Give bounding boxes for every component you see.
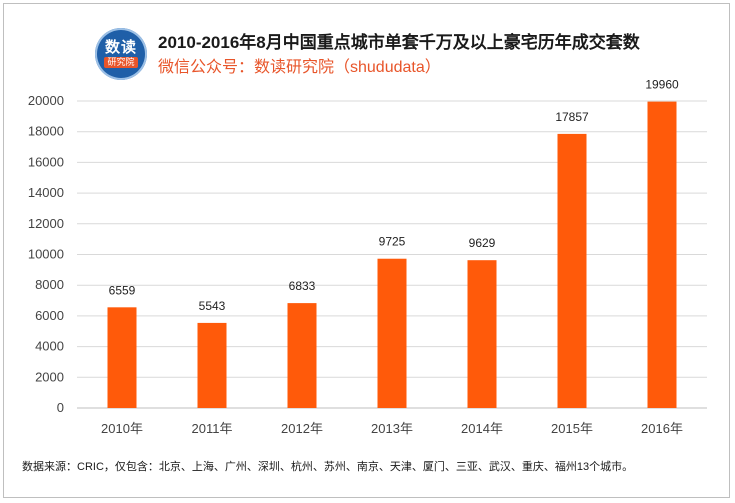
x-tick-label: 2014年	[461, 421, 503, 436]
data-label: 5543	[199, 299, 226, 313]
y-tick-label: 10000	[28, 247, 64, 262]
y-tick-label: 4000	[35, 339, 64, 354]
y-tick-label: 16000	[28, 154, 64, 169]
data-label: 9629	[469, 236, 496, 250]
x-tick-label: 2016年	[641, 421, 683, 436]
bar	[107, 307, 137, 408]
y-tick-label: 6000	[35, 308, 64, 323]
chart-footnote: 数据来源：CRIC，仅包含：北京、上海、广州、深圳、杭州、苏州、南京、天津、厦门…	[22, 461, 634, 473]
logo: 数读 研究院	[95, 28, 147, 80]
y-tick-label: 14000	[28, 185, 64, 200]
bars	[107, 101, 677, 408]
data-label: 9725	[379, 235, 406, 249]
x-tick-label: 2011年	[192, 421, 233, 436]
x-tick-label: 2012年	[281, 421, 323, 436]
y-tick-label: 20000	[28, 93, 64, 108]
bar	[467, 260, 497, 408]
y-tick-label: 0	[57, 400, 64, 415]
x-tick-label: 2013年	[371, 421, 413, 436]
x-axis-ticks: 2010年 2011年 2012年 2013年 2014年 2015年 2016年	[101, 421, 683, 436]
data-labels: 6559 5543 6833 9725 9629 17857 19960	[109, 78, 679, 313]
y-tick-label: 2000	[35, 369, 64, 384]
logo-line1: 数读	[104, 39, 137, 56]
data-label: 19960	[645, 78, 679, 92]
bar	[377, 258, 407, 408]
chart-subtitle: 微信公众号：数读研究院（shududata）	[158, 59, 441, 76]
chart-title: 2010-2016年8月中国重点城市单套千万及以上豪宅历年成交套数	[158, 33, 640, 52]
bar	[647, 101, 677, 408]
data-label: 6833	[289, 279, 316, 293]
y-axis-ticks: 0 2000 4000 6000 8000 10000 12000 14000 16000 180…	[28, 93, 64, 415]
bar	[287, 303, 317, 408]
x-tick-label: 2010年	[101, 421, 143, 436]
y-tick-label: 8000	[35, 277, 64, 292]
data-label: 6559	[109, 283, 136, 297]
y-tick-label: 12000	[28, 216, 64, 231]
bar	[197, 322, 227, 408]
data-label: 17857	[555, 110, 589, 124]
x-tick-label: 2015年	[551, 421, 593, 436]
y-tick-label: 18000	[28, 124, 64, 139]
bar	[557, 133, 587, 408]
logo-line2: 研究院	[104, 57, 138, 68]
chart-frame	[3, 3, 730, 498]
